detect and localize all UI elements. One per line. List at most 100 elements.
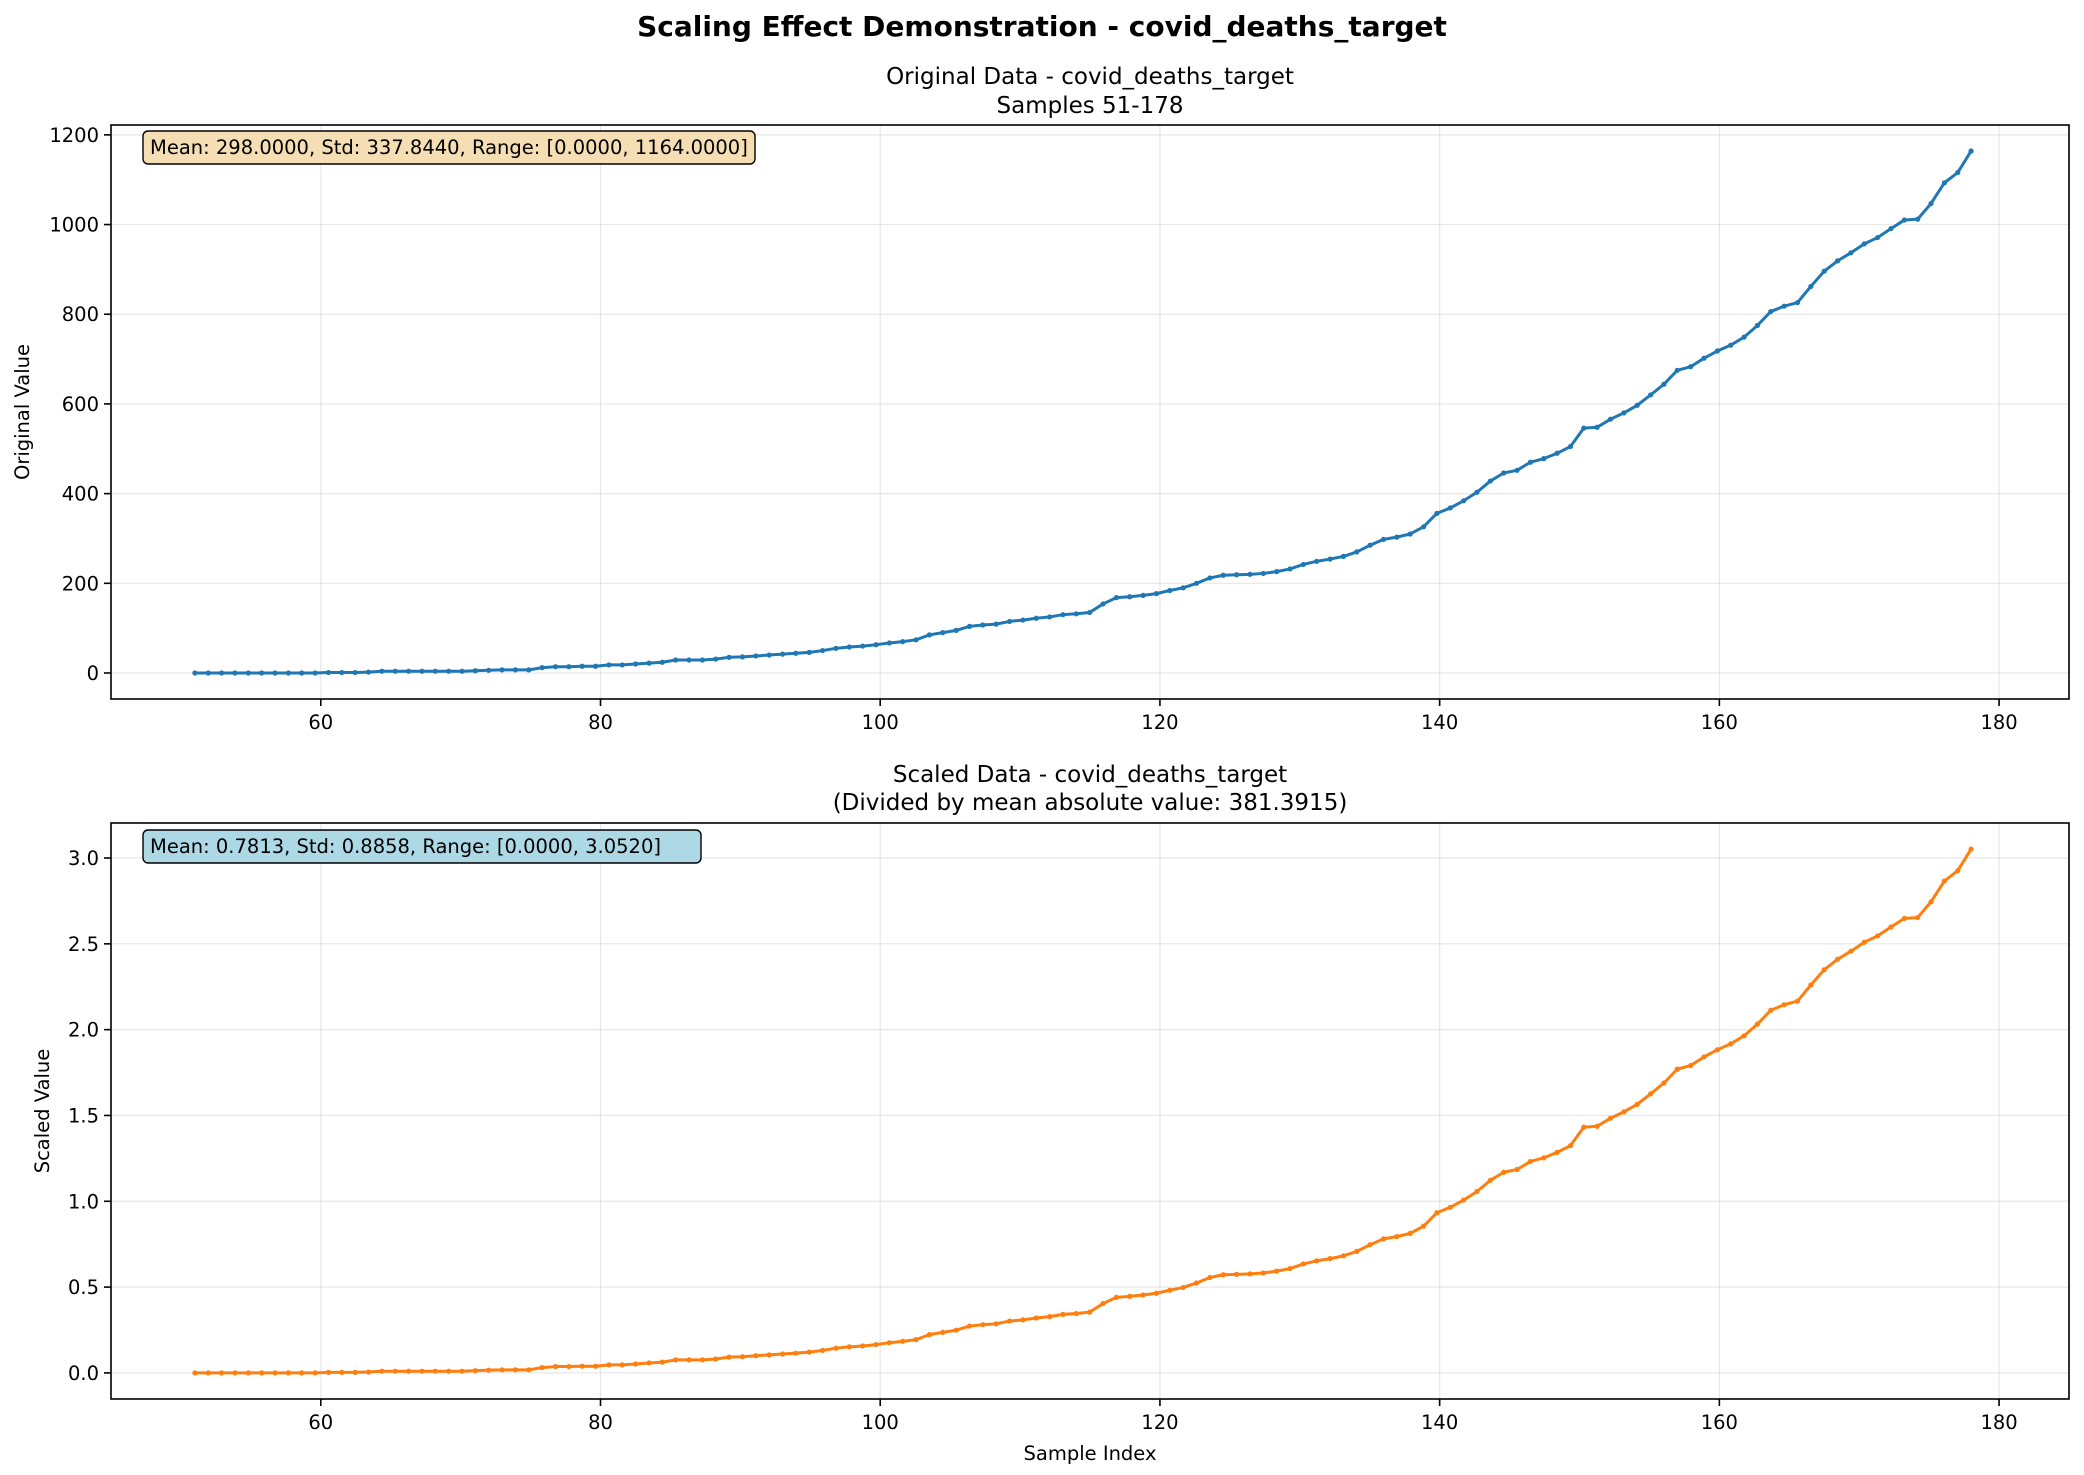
original-data-point bbox=[259, 670, 265, 676]
original-data-point bbox=[1474, 489, 1480, 495]
scaled-data-point bbox=[1821, 967, 1827, 973]
original-data-point bbox=[980, 622, 986, 628]
scaled-data-point bbox=[325, 1369, 332, 1375]
scaled-y-tick-label: 3.0 bbox=[68, 847, 99, 870]
original-data-point bbox=[392, 668, 398, 674]
original-data-point bbox=[1554, 450, 1560, 456]
original-data-point bbox=[1834, 258, 1841, 264]
scaled-data-point bbox=[1113, 1294, 1119, 1300]
original-data-point bbox=[1487, 478, 1493, 484]
original-data-point bbox=[192, 670, 198, 676]
original-data-point bbox=[1514, 467, 1520, 473]
original-y-tick-label: 1000 bbox=[49, 214, 99, 237]
original-data-point bbox=[1621, 410, 1627, 416]
original-data-point bbox=[673, 657, 679, 663]
scaled-data-point bbox=[232, 1370, 238, 1376]
original-data-point bbox=[205, 670, 211, 676]
original-data-point bbox=[1314, 558, 1320, 564]
original-data-point bbox=[779, 651, 786, 657]
scaled-data-point bbox=[819, 1347, 826, 1354]
scaled-data-point bbox=[1220, 1272, 1226, 1278]
scaled-data-point bbox=[833, 1345, 839, 1351]
original-data-point bbox=[579, 663, 585, 669]
original-data-point bbox=[1220, 572, 1226, 578]
original-x-tick-label: 100 bbox=[862, 711, 899, 734]
original-data-point bbox=[1207, 575, 1213, 581]
scaled-data-point bbox=[673, 1357, 679, 1363]
scaled-data-point bbox=[1607, 1115, 1614, 1121]
original-data-point bbox=[539, 665, 545, 671]
scaled-data-point bbox=[339, 1369, 345, 1375]
original-data-point bbox=[1955, 169, 1961, 176]
scaled-data-point bbox=[539, 1364, 545, 1371]
scaled-x-tick-label: 160 bbox=[1701, 1411, 1738, 1434]
scaled-y-axis-label: Scaled Value bbox=[31, 1049, 54, 1174]
original-data-point bbox=[499, 667, 505, 673]
original-data-point bbox=[1340, 553, 1347, 560]
scaled-data-point bbox=[1020, 1317, 1026, 1323]
original-data-point bbox=[1567, 443, 1574, 450]
original-data-point bbox=[953, 627, 959, 633]
scaled-data-point bbox=[1394, 1234, 1400, 1240]
scaled-data-point bbox=[753, 1353, 759, 1359]
original-data-point bbox=[1661, 381, 1667, 387]
scaled-data-point bbox=[205, 1370, 211, 1376]
scaled-data-point bbox=[779, 1351, 786, 1357]
scaled-data-point bbox=[352, 1369, 358, 1375]
original-data-point bbox=[659, 659, 665, 665]
original-data-point bbox=[1701, 355, 1707, 361]
scaled-data-point bbox=[606, 1362, 612, 1368]
original-data-point bbox=[299, 670, 305, 676]
scaled-data-point bbox=[1140, 1292, 1146, 1298]
original-y-tick-label: 800 bbox=[62, 303, 99, 326]
original-data-point bbox=[1768, 308, 1774, 315]
scaled-stats-text: Mean: 0.7813, Std: 0.8858, Range: [0.000… bbox=[150, 835, 661, 858]
original-data-point bbox=[1354, 549, 1360, 555]
scaled-data-point bbox=[486, 1367, 492, 1373]
scaled-data-point bbox=[1674, 1066, 1680, 1072]
scaled-data-point bbox=[860, 1343, 866, 1349]
scaled-y-tick-label: 1.0 bbox=[68, 1190, 99, 1213]
scaled-data-point bbox=[219, 1370, 225, 1376]
original-data-point bbox=[1300, 561, 1306, 568]
original-data-point bbox=[1594, 424, 1600, 430]
original-data-point bbox=[552, 664, 559, 670]
scaled-data-point bbox=[1447, 1204, 1453, 1210]
scaled-data-point bbox=[1901, 915, 1907, 922]
scaled-data-point bbox=[1474, 1188, 1480, 1195]
original-data-point bbox=[606, 662, 612, 668]
original-data-point bbox=[686, 657, 692, 663]
scaled-data-point bbox=[1127, 1293, 1133, 1299]
scaled-data-point bbox=[1714, 1047, 1720, 1053]
original-data-point bbox=[646, 660, 652, 666]
original-data-point bbox=[1501, 470, 1507, 476]
original-data-point bbox=[860, 643, 866, 649]
original-data-point bbox=[405, 668, 412, 674]
scaled-data-point bbox=[1621, 1109, 1627, 1115]
original-data-point bbox=[472, 668, 478, 674]
original-data-point bbox=[1127, 594, 1133, 600]
original-y-tick-label: 0 bbox=[87, 662, 99, 685]
scaled-data-point bbox=[1434, 1210, 1440, 1216]
scaled-data-point bbox=[1100, 1300, 1106, 1307]
scaled-data-point bbox=[1634, 1101, 1640, 1107]
original-data-point bbox=[1113, 595, 1119, 601]
scaled-data-point bbox=[1728, 1041, 1734, 1047]
original-data-point bbox=[365, 669, 372, 675]
scaled-data-point bbox=[1207, 1274, 1213, 1281]
original-data-point bbox=[419, 668, 425, 674]
scaled-data-point bbox=[1527, 1158, 1533, 1165]
original-data-point bbox=[766, 652, 772, 658]
scaled-data-point bbox=[285, 1370, 291, 1376]
scaled-y-tick-label: 0.5 bbox=[68, 1276, 99, 1299]
scaled-data-point bbox=[1247, 1271, 1253, 1277]
scaled-data-point bbox=[365, 1369, 372, 1375]
original-data-point bbox=[806, 649, 812, 655]
original-panel-subtitle: Samples 51-178 bbox=[997, 93, 1184, 119]
scaled-data-point bbox=[659, 1359, 665, 1365]
original-data-point bbox=[512, 667, 519, 673]
scaled-data-point bbox=[1006, 1318, 1013, 1324]
scaled-data-point bbox=[1781, 1002, 1787, 1008]
original-data-point bbox=[1794, 299, 1801, 306]
